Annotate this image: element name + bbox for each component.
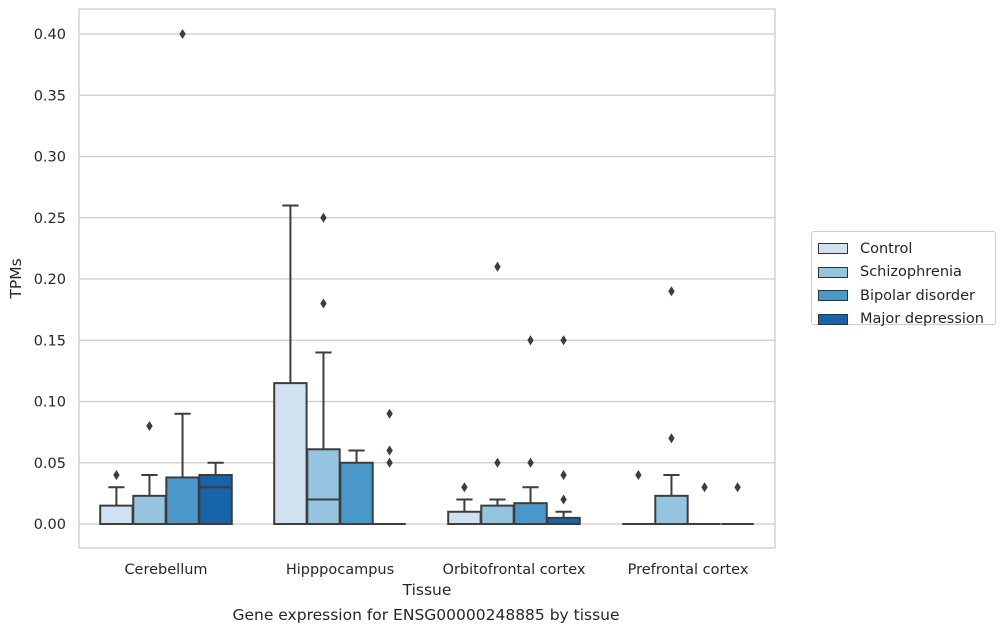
figure-caption: Gene expression for ENSG00000248885 by t… [232, 606, 620, 624]
legend-swatch-bipolar-disorder [818, 290, 848, 302]
box-body [273, 382, 308, 525]
outlier-point [635, 470, 642, 480]
plot-frame [78, 8, 776, 549]
outlier-point [668, 286, 675, 297]
x-tick-labels: Cerebellum Hipppocampus Orbitofrontal cort… [124, 562, 748, 578]
y-tick-label: 0.05 [34, 456, 66, 472]
y-tick-label: 0.35 [34, 88, 66, 104]
y-tick-label: 0.25 [34, 211, 66, 227]
box-control [622, 470, 655, 525]
legend-swatch-control [818, 243, 848, 255]
box-body [198, 474, 233, 525]
x-tick-label: Hipppocampus [286, 562, 394, 578]
x-tick-label: Orbitofrontal cortex [443, 562, 586, 578]
outlier-point [146, 421, 153, 431]
box-bipolar-disorder [688, 482, 721, 525]
y-axis-label: TPMs [7, 258, 25, 299]
outlier-point [734, 482, 741, 493]
outlier-point [527, 335, 534, 346]
box-body [447, 510, 482, 525]
box-major-depression [546, 335, 581, 525]
legend-item-control: Control [818, 237, 995, 261]
y-tick-label: 0.00 [34, 517, 66, 533]
outlier-point [386, 445, 393, 456]
outlier-point [701, 482, 708, 493]
box-body [339, 461, 374, 525]
box-major-depression [721, 482, 754, 525]
box-control [273, 204, 308, 525]
box-body [306, 448, 341, 525]
legend-label-control: Control [860, 240, 913, 257]
outlier-point [461, 482, 468, 493]
box-control [447, 482, 482, 525]
legend-item-schizophrenia: Schizophrenia [818, 261, 995, 285]
box-body [99, 504, 134, 525]
box-major-depression [198, 461, 233, 525]
legend: Control Schizophrenia Bipolar disorder M… [811, 231, 996, 327]
x-tick-label: Prefrontal cortex [628, 562, 749, 578]
outlier-point [494, 261, 501, 272]
grid-lines [79, 33, 775, 525]
outlier-point [560, 335, 567, 346]
box-major-depression [373, 408, 406, 525]
box-body [480, 504, 515, 525]
legend-item-bipolar-disorder: Bipolar disorder [818, 284, 995, 308]
x-tick-label: Cerebellum [124, 562, 207, 578]
outlier-point [560, 470, 567, 480]
box-bipolar-disorder [339, 449, 374, 525]
box-schizophrenia [306, 212, 341, 525]
y-tick-label: 0.30 [34, 150, 66, 166]
box-schizophrenia [132, 421, 167, 526]
outlier-point [494, 457, 501, 468]
y-tick-label: 0.40 [34, 27, 66, 43]
box-body [132, 494, 167, 526]
box-plot-marks [99, 29, 754, 526]
legend-item-major-depression: Major depression [818, 308, 995, 332]
outlier-point [320, 298, 327, 309]
box-schizophrenia [480, 261, 515, 525]
x-axis-label: Tissue [402, 581, 452, 599]
outlier-point [113, 470, 120, 480]
legend-swatch-major-depression [818, 313, 848, 325]
outlier-point [386, 457, 393, 468]
outlier-point [386, 408, 393, 419]
box-body [513, 502, 548, 525]
legend-label-schizophrenia: Schizophrenia [860, 264, 962, 281]
box-body [654, 494, 689, 526]
outlier-point [179, 29, 186, 39]
y-tick-label: 0.10 [34, 395, 66, 411]
box-schizophrenia [654, 286, 689, 526]
y-tick-label: 0.20 [34, 272, 66, 288]
legend-swatch-schizophrenia [818, 266, 848, 278]
box-control [99, 470, 134, 525]
outlier-point [668, 433, 675, 444]
box-bipolar-disorder [165, 29, 200, 526]
outlier-point [527, 457, 534, 468]
outlier-point [320, 212, 327, 223]
box-body [165, 476, 200, 526]
legend-label-bipolar-disorder: Bipolar disorder [860, 287, 975, 304]
y-tick-label: 0.15 [34, 333, 66, 349]
legend-label-major-depression: Major depression [860, 311, 984, 328]
outlier-point [560, 494, 567, 505]
y-tick-labels: 0.00 0.05 0.10 0.15 0.20 0.25 0.30 0.35 0.40 [34, 27, 66, 533]
box-bipolar-disorder [513, 335, 548, 525]
